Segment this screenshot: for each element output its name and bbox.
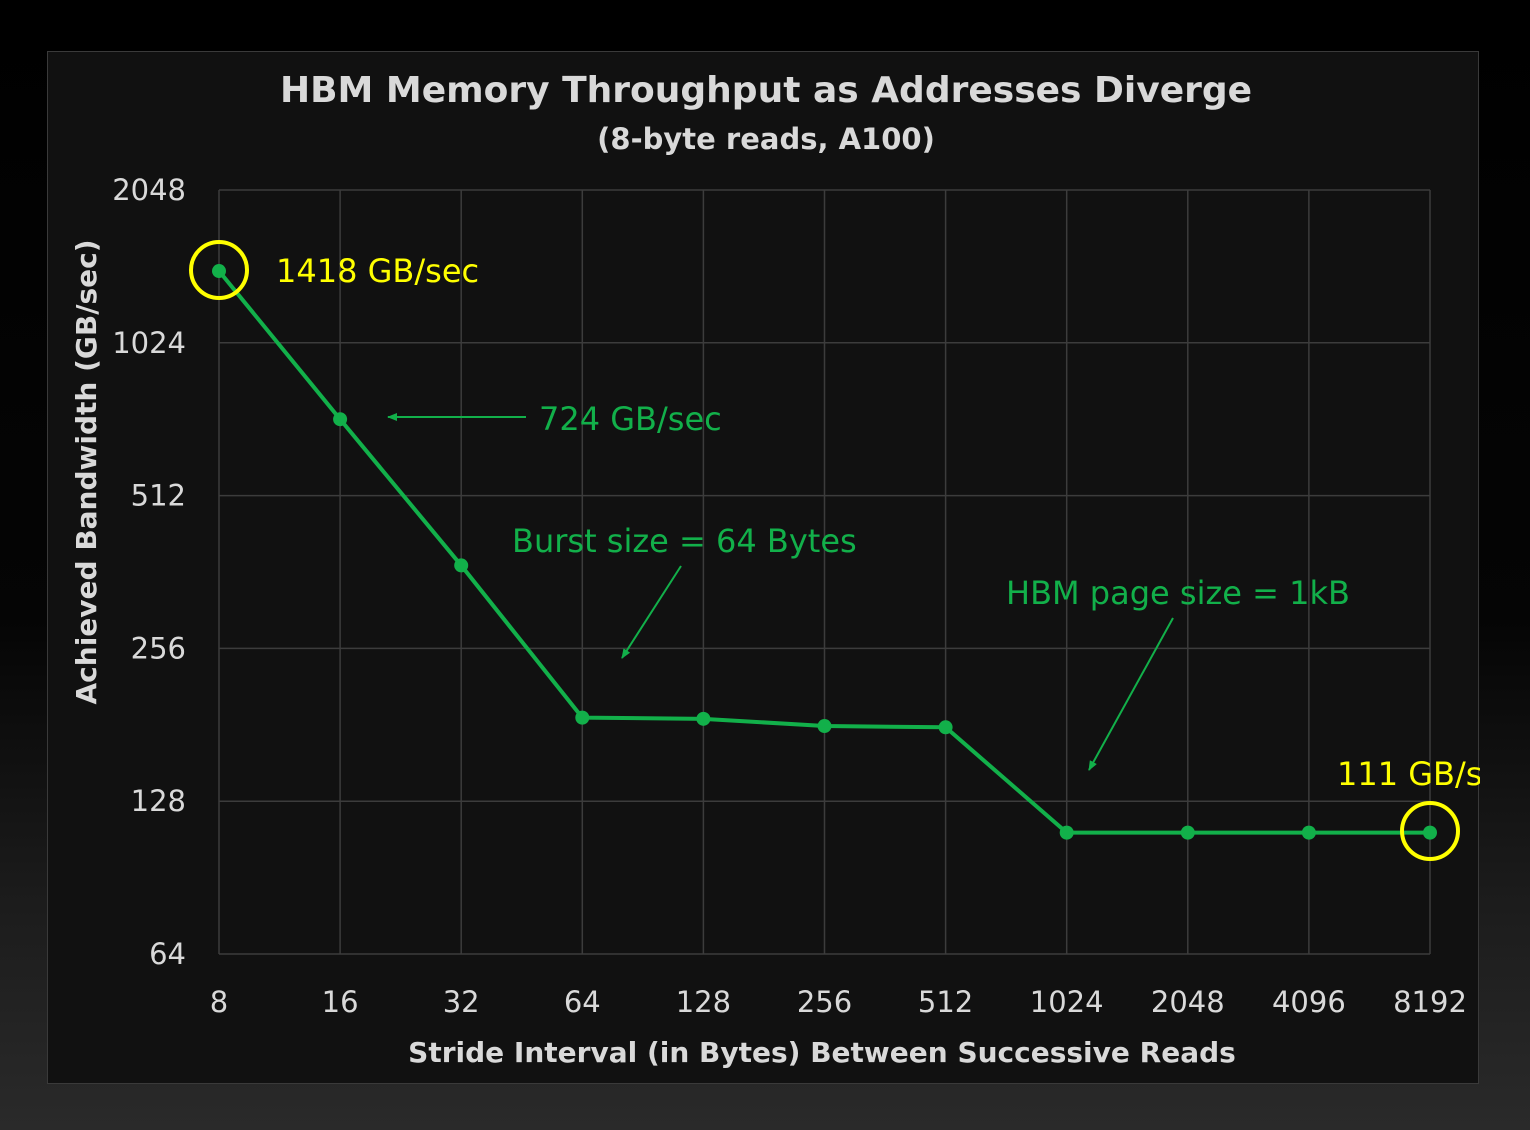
chart-title: HBM Memory Throughput as Addresses Diver…	[280, 70, 1252, 111]
y-tick-label: 1024	[112, 326, 186, 360]
y-tick-label: 256	[131, 631, 186, 665]
chart-subtitle: (8-byte reads, A100)	[597, 122, 935, 156]
x-tick-label: 128	[676, 985, 731, 1019]
x-tick-label: 2048	[1151, 985, 1225, 1019]
page-size-arrow	[1088, 617, 1174, 771]
x-tick-label: 256	[797, 985, 852, 1019]
peak-label: 1418 GB/sec	[276, 252, 479, 290]
y-tick-label: 64	[149, 937, 186, 971]
data-point	[454, 558, 469, 573]
x-tick-label: 64	[564, 985, 601, 1019]
tail-highlight-circle	[1400, 801, 1460, 861]
y-tick-label: 128	[131, 784, 186, 818]
burst-size-arrow	[621, 565, 682, 659]
x-tick-label: 32	[443, 985, 480, 1019]
data-point	[817, 719, 832, 734]
data-point	[1059, 825, 1074, 840]
burst-size-label: Burst size = 64 Bytes	[512, 522, 857, 560]
x-tick-label: 4096	[1272, 985, 1346, 1019]
data-point	[1180, 825, 1195, 840]
y-tick-label: 512	[131, 479, 186, 513]
tick-layer: 64 128 256 512 1024 2048 8 16 32 64 128 256 512 1024 2…	[112, 173, 1467, 1019]
data-point	[1301, 825, 1316, 840]
chart-panel: HBM Memory Throughput as Addresses Diver…	[47, 51, 1480, 1084]
x-tick-label: 16	[322, 985, 359, 1019]
grid-layer	[218, 189, 1431, 955]
page-size-label: HBM page size = 1kB	[1006, 574, 1350, 612]
x-tick-label: 8	[210, 985, 228, 1019]
data-point	[696, 711, 711, 726]
chart-svg: HBM Memory Throughput as Addresses Diver…	[70, 70, 1480, 1069]
second-label: 724 GB/sec	[539, 400, 722, 438]
x-tick-label: 1024	[1030, 985, 1104, 1019]
y-tick-label: 2048	[112, 173, 186, 207]
data-point	[212, 264, 226, 279]
data-point	[333, 412, 348, 427]
peak-highlight-circle	[189, 240, 249, 300]
x-tick-label: 8192	[1393, 985, 1467, 1019]
data-point	[938, 720, 953, 735]
data-point	[1423, 825, 1437, 840]
data-point	[575, 710, 590, 725]
y-axis-label: Achieved Bandwidth (GB/sec)	[70, 239, 103, 704]
series-layer	[212, 264, 1437, 840]
x-axis-label: Stride Interval (in Bytes) Between Succe…	[408, 1036, 1236, 1069]
tail-label: 111 GB/sec	[1337, 755, 1480, 793]
x-tick-label: 512	[918, 985, 973, 1019]
